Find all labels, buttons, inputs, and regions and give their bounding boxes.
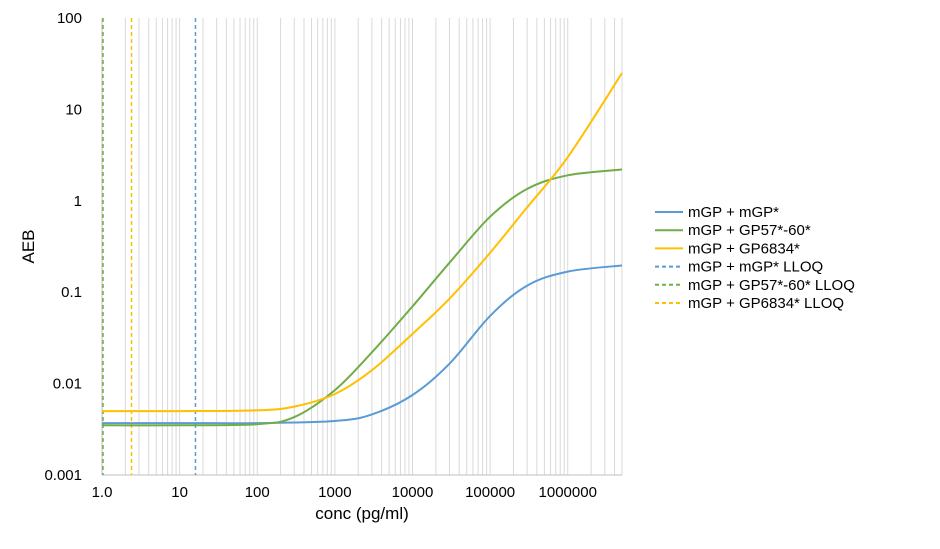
- x-tick-label: 1.0: [92, 484, 113, 501]
- y-tick-label: 1: [74, 193, 82, 210]
- x-tick-label: 1000000: [539, 484, 597, 501]
- x-tick-label: 10: [171, 484, 188, 501]
- y-axis-ticks: 0.001 0.01 0.1 1 10 100: [44, 10, 82, 484]
- legend-label: mGP + GP57*-60* LLOQ: [688, 277, 855, 294]
- y-tick-label: 0.01: [53, 376, 82, 393]
- x-tick-label: 100: [245, 484, 270, 501]
- legend-label: mGP + GP57*-60*: [688, 222, 811, 239]
- plot-area: [101, 18, 622, 476]
- grid: [124, 18, 623, 475]
- x-tick-label: 100000: [465, 484, 515, 501]
- series-line-0: [102, 264, 623, 425]
- x-axis-ticks: 1.0 10 100 1000 10000 100000 1000000: [92, 484, 597, 501]
- y-tick-label: 10: [65, 101, 82, 118]
- lloq-lines: [102, 18, 197, 475]
- legend-label: mGP + mGP*: [688, 204, 779, 221]
- y-axis-title: AEB: [19, 229, 38, 263]
- legend: mGP + mGP*mGP + GP57*-60*mGP + GP6834* mG…: [655, 204, 855, 312]
- series-line-2: [101, 72, 623, 413]
- x-tick-label: 10000: [392, 484, 434, 501]
- y-tick-label: 100: [57, 10, 82, 27]
- series-line-1: [101, 168, 623, 427]
- legend-label: mGP + GP6834* LLOQ: [688, 295, 844, 312]
- legend-label: mGP + GP6834*: [688, 240, 800, 257]
- y-tick-label: 0.1: [61, 284, 82, 301]
- x-axis-title: conc (pg/ml): [315, 504, 409, 523]
- x-tick-label: 1000: [318, 484, 351, 501]
- y-tick-label: 0.001: [44, 467, 82, 484]
- legend-label: mGP + mGP* LLOQ: [688, 259, 823, 276]
- curves: [101, 72, 623, 427]
